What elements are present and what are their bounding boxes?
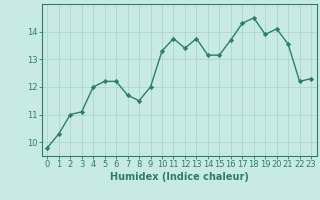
X-axis label: Humidex (Indice chaleur): Humidex (Indice chaleur)	[110, 172, 249, 182]
